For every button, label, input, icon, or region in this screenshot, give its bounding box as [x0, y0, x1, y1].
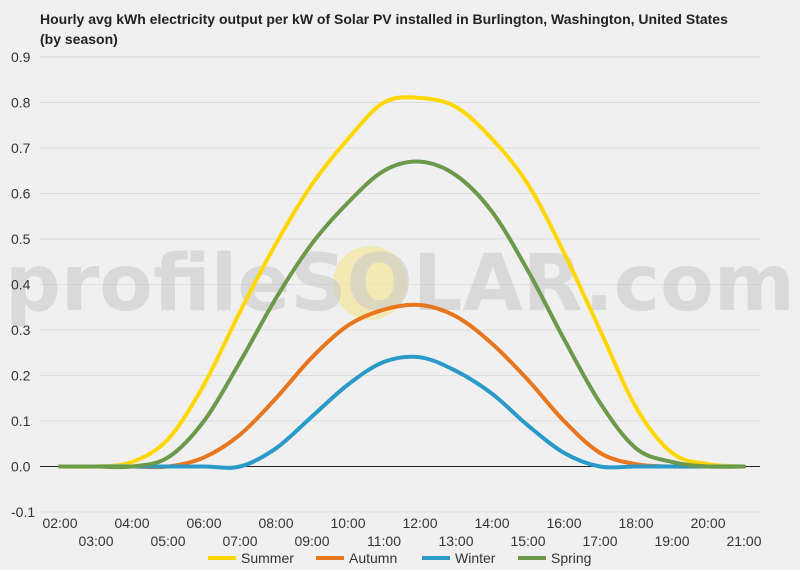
x-tick-label: 06:00 [186, 515, 221, 531]
y-tick-label: 0.3 [11, 322, 31, 338]
x-tick-label: 08:00 [258, 515, 293, 531]
watermark-sun-icon [333, 246, 407, 320]
x-tick-label: 21:00 [726, 533, 761, 549]
y-tick-label: 0.9 [11, 49, 31, 65]
y-tick-label: 0.2 [11, 368, 31, 384]
series-line-spring [58, 159, 746, 470]
chart-title: Hourly avg kWh electricity output per kW… [40, 11, 728, 47]
x-tick-label: 07:00 [222, 533, 257, 549]
x-tick-label: 12:00 [402, 515, 437, 531]
x-tick-label: 10:00 [330, 515, 365, 531]
y-tick-label: 0.6 [11, 186, 31, 202]
series-lines [58, 95, 746, 470]
series-line-winter [58, 354, 746, 470]
x-tick-label: 20:00 [690, 515, 725, 531]
x-tick-label: 18:00 [618, 515, 653, 531]
watermark-text: profileSOLAR.com [5, 239, 795, 329]
y-tick-label: -0.1 [11, 504, 35, 520]
x-tick-label: 19:00 [654, 533, 689, 549]
x-tick-label: 11:00 [367, 533, 401, 549]
y-tick-label: 0.0 [11, 459, 31, 475]
x-tick-label: 02:00 [42, 515, 77, 531]
y-tick-label: 0.8 [11, 95, 31, 111]
y-tick-label: 0.4 [11, 277, 31, 293]
x-tick-label: 13:00 [438, 533, 473, 549]
series-line-summer [58, 95, 746, 469]
x-tick-label: 04:00 [114, 515, 149, 531]
legend-label-winter: Winter [455, 550, 496, 566]
y-tick-label: 0.7 [11, 140, 31, 156]
y-tick-label: 0.5 [11, 231, 31, 247]
y-axis-ticks: -0.1 0.0 0.1 0.2 0.3 0.4 0.5 0.6 0.7 0.8 0.9 [11, 49, 35, 520]
x-tick-label: 16:00 [546, 515, 581, 531]
legend-label-summer: Summer [241, 550, 294, 566]
legend: Summer Autumn Winter Spring [208, 550, 591, 566]
watermark: profileSOLAR.com [5, 239, 795, 329]
x-tick-label: 05:00 [150, 533, 185, 549]
x-tick-label: 03:00 [78, 533, 113, 549]
x-axis-ticks: 02:00 04:00 06:00 08:00 10:00 12:00 14:00 16:00… [42, 515, 761, 549]
x-tick-label: 14:00 [474, 515, 509, 531]
y-tick-label: 0.1 [11, 413, 31, 429]
x-tick-label: 17:00 [582, 533, 617, 549]
x-tick-label: 09:00 [294, 533, 329, 549]
legend-label-autumn: Autumn [349, 550, 397, 566]
legend-label-spring: Spring [551, 550, 591, 566]
x-tick-label: 15:00 [510, 533, 545, 549]
